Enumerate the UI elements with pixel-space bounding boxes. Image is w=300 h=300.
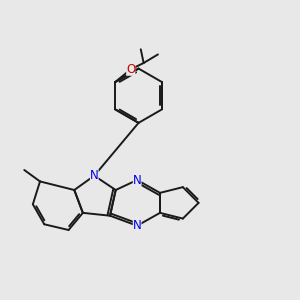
Text: N: N [133,173,142,187]
Text: N: N [133,219,142,232]
Text: N: N [90,169,99,182]
Text: O: O [126,63,135,76]
